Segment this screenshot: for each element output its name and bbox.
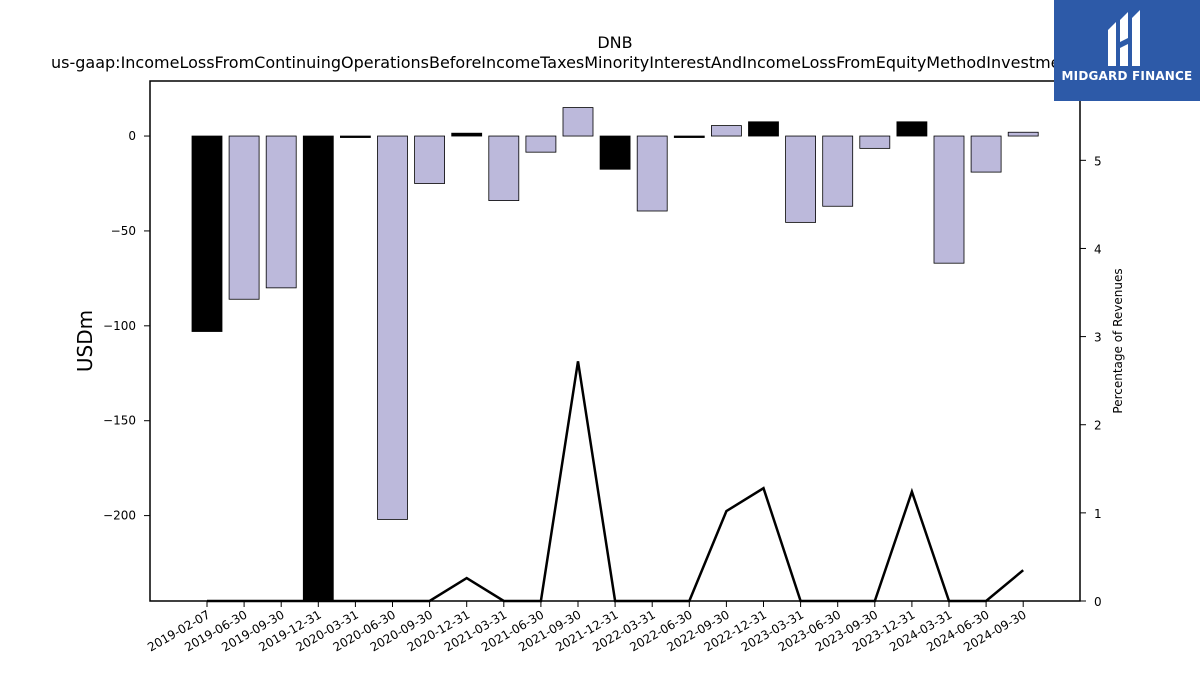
y-axis-label: USDm: [73, 310, 97, 372]
bar-2022-06-30: [673, 135, 705, 138]
y2-axis-label: Percentage of Revenues: [1111, 268, 1125, 413]
bar-2021-06-30: [525, 135, 557, 153]
midgard-logo: MIDGARD FINANCE: [1054, 0, 1200, 101]
y-tick-label: −100: [103, 319, 136, 333]
y2-tick-label: 4: [1094, 242, 1102, 256]
bar-2022-09-30: [711, 125, 742, 137]
bar-2023-09-30: [859, 135, 891, 149]
y2-tick-label: 1: [1094, 507, 1102, 521]
y2-tick-label: 2: [1094, 419, 1102, 433]
bar-2021-12-31: [599, 135, 631, 170]
midgard-logo-icon: [1108, 10, 1140, 66]
y-tick-label: −200: [103, 509, 136, 523]
bar-2019-12-31: [302, 135, 334, 602]
bar-2024-09-30: [1007, 131, 1039, 137]
bar-2020-12-31: [451, 132, 483, 137]
bar-2022-03-31: [636, 135, 668, 212]
bar-2023-03-31: [785, 135, 816, 223]
bar-2020-03-31: [339, 135, 371, 138]
bar-2020-06-30: [377, 135, 408, 520]
chart-title: DNB: [597, 33, 632, 52]
bar-2022-12-31: [748, 121, 779, 137]
bar-2021-03-31: [488, 135, 520, 201]
y-tick-label: −150: [103, 414, 136, 428]
y2-axis-ticks: 0 1 2 3 4 5: [1080, 154, 1102, 609]
bar-2019-02-07: [191, 135, 223, 332]
bars: [191, 107, 1039, 602]
logo-text: MIDGARD FINANCE: [1061, 69, 1193, 83]
bar-2024-03-31: [933, 135, 965, 264]
y2-tick-label: 5: [1094, 154, 1102, 168]
y2-tick-label: 0: [1094, 595, 1102, 609]
x-axis-ticks: 2019-02-072019-06-302019-09-302019-12-31…: [145, 601, 1029, 654]
y2-tick-label: 3: [1094, 331, 1102, 345]
y-axis-ticks: 0 −50 −100 −150 −200: [103, 129, 150, 523]
bar-2021-09-30: [562, 107, 594, 137]
bar-2019-06-30: [228, 135, 260, 300]
bar-2023-12-31: [896, 121, 928, 137]
y-tick-label: 0: [128, 129, 136, 143]
chart-subtitle: us-gaap:IncomeLossFromContinuingOperatio…: [51, 53, 1085, 72]
bar-2019-09-30: [265, 135, 297, 289]
bar-2024-06-30: [970, 135, 1002, 173]
bar-2023-06-30: [822, 135, 854, 207]
y-tick-label: −50: [111, 224, 136, 238]
bar-2020-09-30: [414, 135, 446, 184]
